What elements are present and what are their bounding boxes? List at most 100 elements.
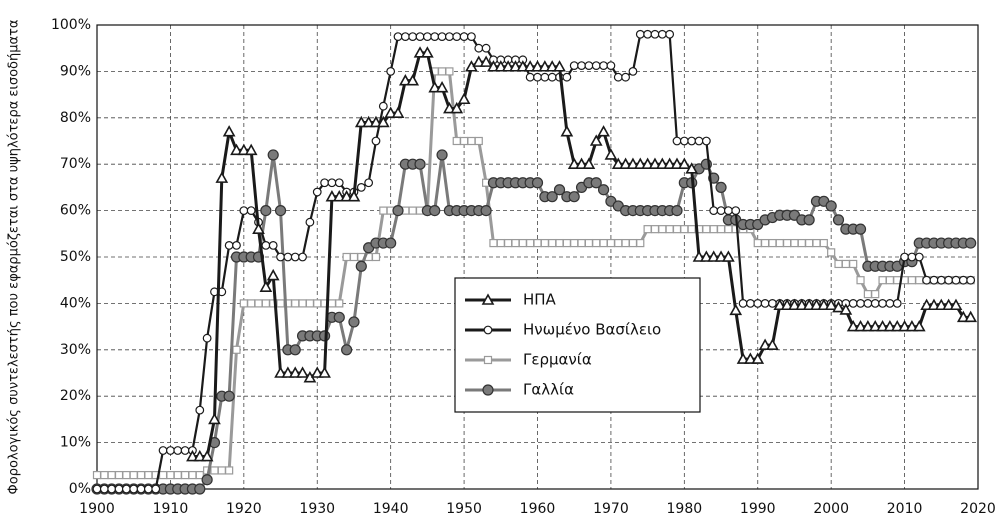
x-tick-label: 1900 — [79, 501, 115, 517]
marker — [200, 449, 214, 462]
marker — [474, 43, 484, 53]
marker — [201, 474, 213, 486]
marker — [584, 238, 593, 248]
marker — [393, 32, 403, 41]
marker — [443, 101, 456, 114]
marker — [702, 225, 711, 234]
marker — [459, 136, 469, 146]
legend-marker — [481, 293, 495, 305]
marker — [760, 299, 770, 308]
marker — [848, 299, 858, 308]
marker — [348, 316, 360, 328]
marker — [724, 225, 733, 234]
marker — [736, 352, 750, 364]
marker — [545, 60, 559, 72]
marker — [729, 303, 743, 316]
marker — [562, 238, 571, 248]
marker — [868, 319, 882, 332]
marker — [531, 60, 544, 72]
marker — [621, 238, 630, 248]
marker — [709, 206, 719, 216]
marker — [452, 32, 462, 41]
marker — [920, 298, 933, 311]
marker — [635, 29, 645, 39]
marker — [501, 60, 515, 72]
marker — [481, 43, 491, 53]
marker — [846, 319, 860, 332]
marker — [173, 470, 182, 480]
x-tick-label: 1920 — [226, 501, 262, 517]
marker — [480, 205, 492, 217]
marker — [863, 299, 873, 308]
marker — [780, 298, 794, 311]
marker — [604, 148, 618, 160]
marker — [570, 238, 579, 248]
marker — [856, 276, 865, 285]
marker — [413, 46, 427, 58]
marker — [274, 366, 287, 378]
marker — [181, 470, 190, 480]
y-tick-label: 80% — [60, 110, 91, 126]
marker — [391, 106, 405, 118]
marker — [716, 206, 726, 216]
marker — [136, 484, 146, 494]
marker — [310, 366, 324, 378]
marker — [715, 181, 727, 193]
marker — [267, 149, 279, 161]
marker — [709, 225, 718, 234]
marker — [208, 412, 221, 425]
marker — [890, 319, 904, 332]
marker — [371, 252, 381, 262]
marker — [687, 225, 696, 234]
marker — [839, 303, 853, 315]
marker — [261, 299, 270, 308]
marker — [849, 259, 858, 269]
y-tick-label: 70% — [60, 156, 91, 172]
marker — [907, 276, 917, 285]
marker — [636, 238, 645, 248]
legend-label: ΗΠΑ — [523, 291, 557, 309]
marker — [415, 32, 425, 41]
marker — [274, 205, 287, 217]
marker — [582, 157, 596, 169]
marker — [305, 299, 315, 308]
y-axis-label: Φορολογικός συντελεστής που εφαρμόζεται … — [7, 20, 22, 495]
marker — [568, 191, 580, 203]
marker — [944, 275, 954, 285]
marker — [114, 484, 124, 494]
marker — [385, 237, 397, 249]
marker — [364, 178, 374, 188]
marker — [180, 446, 190, 455]
marker — [408, 32, 418, 41]
marker — [905, 319, 919, 332]
marker — [648, 157, 662, 169]
marker — [312, 187, 322, 197]
marker — [489, 238, 498, 248]
marker — [511, 238, 520, 248]
marker — [151, 484, 161, 494]
marker — [266, 268, 280, 281]
marker — [965, 237, 977, 249]
marker — [99, 484, 109, 494]
marker — [907, 252, 917, 262]
marker — [929, 275, 939, 285]
marker — [356, 182, 366, 192]
marker — [230, 143, 243, 156]
marker — [479, 55, 493, 67]
marker — [223, 390, 235, 402]
legend-marker — [483, 325, 493, 335]
marker — [386, 66, 396, 76]
marker — [144, 470, 153, 480]
marker — [474, 136, 483, 146]
marker — [166, 470, 175, 480]
marker — [575, 157, 588, 169]
marker — [252, 222, 265, 234]
marker — [158, 446, 168, 455]
marker — [445, 67, 454, 76]
legend-marker — [483, 355, 493, 365]
marker — [320, 178, 329, 188]
x-tick-label: 1940 — [373, 501, 409, 517]
marker — [459, 32, 469, 41]
marker — [760, 238, 770, 248]
marker — [633, 157, 647, 169]
